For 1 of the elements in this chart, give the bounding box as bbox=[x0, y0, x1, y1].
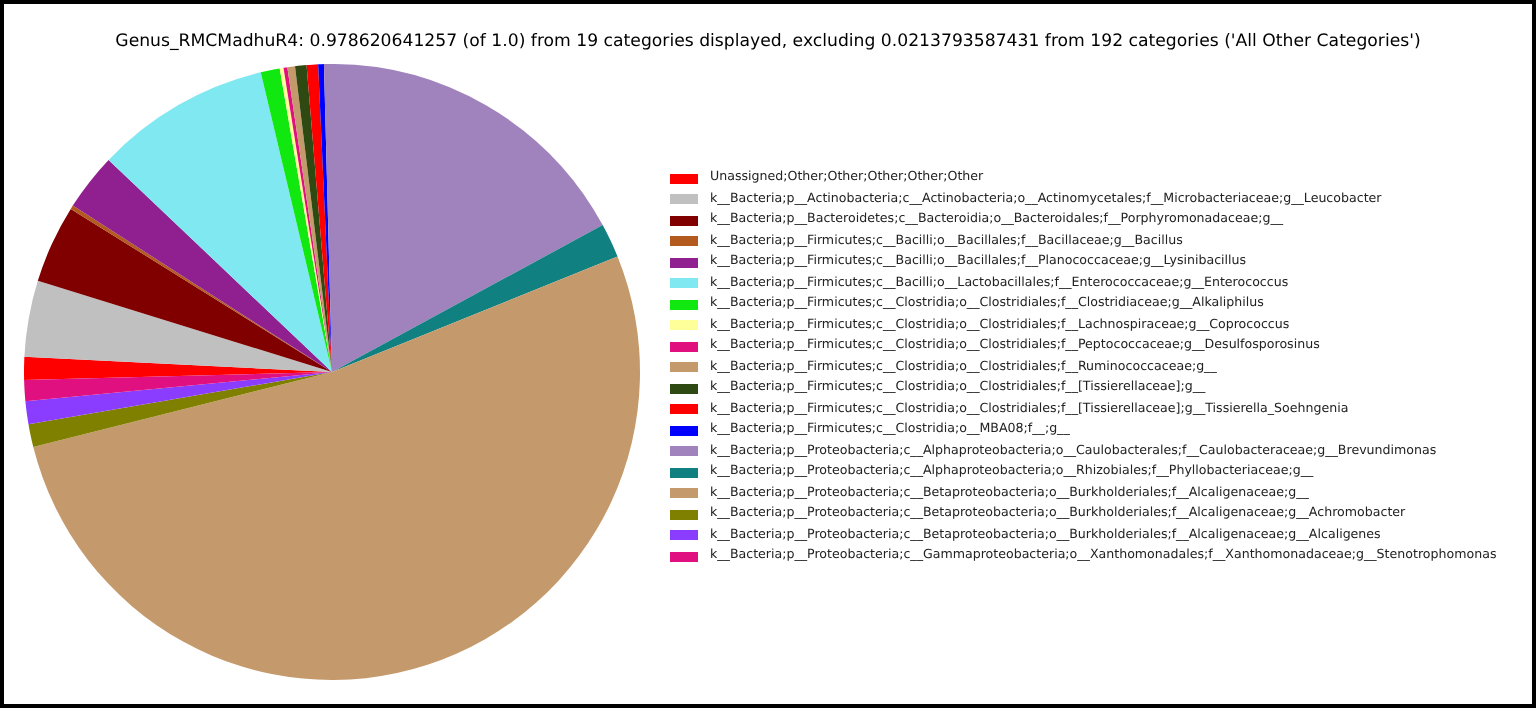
chart-title: Genus_RMCMadhuR4: 0.978620641257 (of 1.0) from 19 categories displayed, excluding 0.0213793587431 from 192 categories ('All Other Categories') bbox=[113, 32, 1423, 52]
